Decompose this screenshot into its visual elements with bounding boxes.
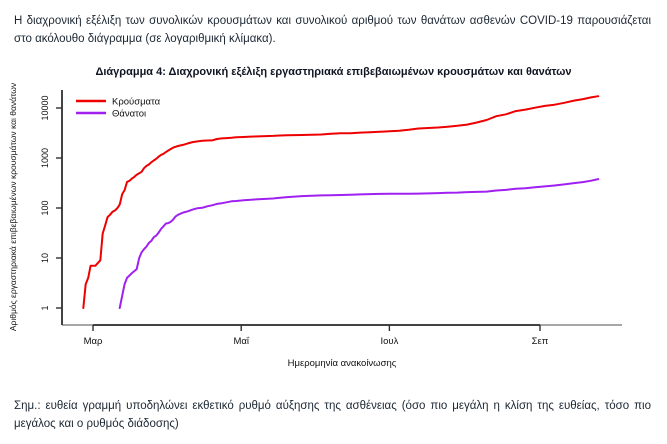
legend: Κρούσματα Θάνατοι bbox=[76, 96, 161, 119]
y-tick-label: 1 bbox=[40, 305, 50, 310]
y-tick-label: 1000 bbox=[40, 148, 50, 168]
x-tick-label: Μαρ bbox=[84, 336, 103, 347]
legend-label-deaths: Θάνατοι bbox=[112, 108, 146, 119]
chart-title: Διάγραμμα 4: Διαχρονική εξέλιξη εργαστηρ… bbox=[95, 65, 572, 78]
intro-paragraph: Η διαχρονική εξέλιξη των συνολικών κρουσ… bbox=[14, 15, 651, 46]
x-tick-label: Σεπ bbox=[532, 336, 549, 347]
series-line-cases bbox=[82, 94, 600, 309]
x-axis-label: Ημερομηνία ανακοίνωσης bbox=[288, 358, 397, 369]
x-tick-label: Μαΐ bbox=[233, 336, 249, 347]
series-line-deaths bbox=[118, 177, 600, 309]
y-axis-label: Αριθμός εργαστηριακά επιβεβαιωμένων κρου… bbox=[8, 83, 18, 331]
covid-chart: Αριθμός εργαστηριακά επιβεβαιωμένων κρου… bbox=[8, 83, 622, 369]
y-tick-label: 100 bbox=[40, 200, 50, 215]
y-tick-label: 10 bbox=[40, 253, 50, 263]
footnote: Σημ.: ευθεία γραμμή υποδηλώνει εκθετικό … bbox=[14, 399, 651, 431]
legend-label-cases: Κρούσματα bbox=[112, 96, 161, 107]
x-tick-label: Ιουλ bbox=[380, 336, 398, 347]
y-tick-label: 10000 bbox=[40, 95, 50, 120]
